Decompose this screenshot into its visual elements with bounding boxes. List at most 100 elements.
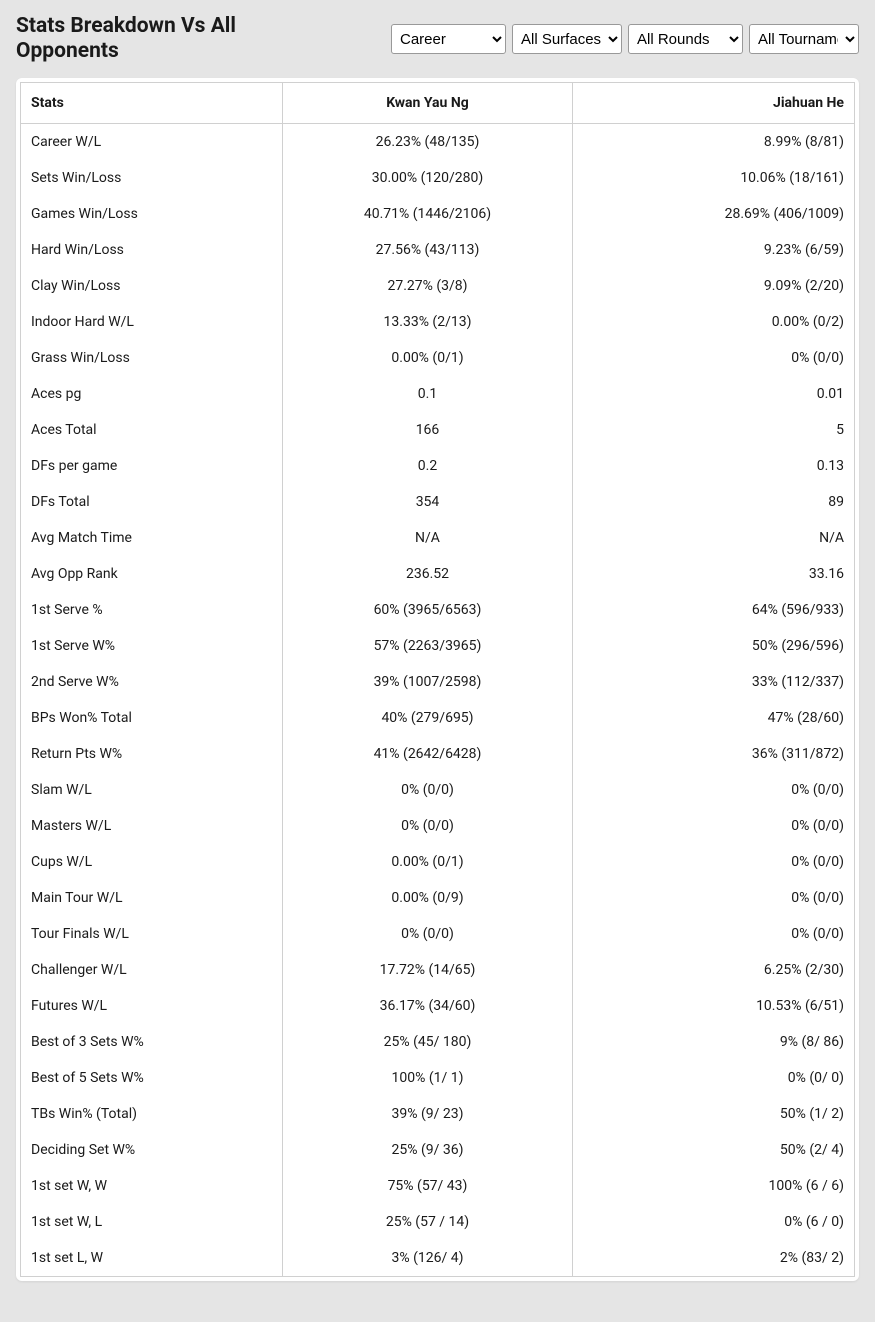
player1-value-cell: 0% (0/0): [283, 772, 573, 808]
player1-value-cell: 3% (126/ 4): [283, 1240, 573, 1277]
stat-name-cell: Futures W/L: [21, 988, 283, 1024]
stat-name-cell: Return Pts W%: [21, 736, 283, 772]
stats-table-container: Stats Kwan Yau Ng Jiahuan He Career W/L2…: [16, 78, 859, 1281]
player2-value-cell: 0% (6 / 0): [573, 1204, 855, 1240]
player1-value-cell: 41% (2642/6428): [283, 736, 573, 772]
player1-value-cell: 25% (9/ 36): [283, 1132, 573, 1168]
player1-value-cell: 13.33% (2/13): [283, 304, 573, 340]
player1-value-cell: 0.00% (0/1): [283, 340, 573, 376]
player2-value-cell: 0% (0/0): [573, 844, 855, 880]
stats-table: Stats Kwan Yau Ng Jiahuan He Career W/L2…: [20, 82, 855, 1277]
table-row: Avg Match TimeN/AN/A: [21, 520, 855, 556]
stat-name-cell: Hard Win/Loss: [21, 232, 283, 268]
player1-value-cell: 100% (1/ 1): [283, 1060, 573, 1096]
filter-tournament-select[interactable]: All Tournaments: [749, 24, 859, 54]
player1-value-cell: 0.2: [283, 448, 573, 484]
stat-name-cell: Games Win/Loss: [21, 196, 283, 232]
filter-surface-select[interactable]: All Surfaces: [512, 24, 622, 54]
stat-name-cell: BPs Won% Total: [21, 700, 283, 736]
stat-name-cell: 1st set L, W: [21, 1240, 283, 1277]
stat-name-cell: Career W/L: [21, 124, 283, 161]
stat-name-cell: Avg Opp Rank: [21, 556, 283, 592]
filter-round-select[interactable]: All Rounds: [628, 24, 743, 54]
table-row: 2nd Serve W%39% (1007/2598)33% (112/337): [21, 664, 855, 700]
player1-value-cell: 39% (9/ 23): [283, 1096, 573, 1132]
table-row: TBs Win% (Total)39% (9/ 23)50% (1/ 2): [21, 1096, 855, 1132]
table-row: 1st set W, W75% (57/ 43)100% (6 / 6): [21, 1168, 855, 1204]
player2-value-cell: 50% (2/ 4): [573, 1132, 855, 1168]
player1-value-cell: 25% (57 / 14): [283, 1204, 573, 1240]
player1-value-cell: N/A: [283, 520, 573, 556]
stat-name-cell: DFs per game: [21, 448, 283, 484]
player2-value-cell: 100% (6 / 6): [573, 1168, 855, 1204]
stat-name-cell: Grass Win/Loss: [21, 340, 283, 376]
column-header-stats: Stats: [21, 83, 283, 124]
table-row: Return Pts W%41% (2642/6428)36% (311/872…: [21, 736, 855, 772]
column-header-player1: Kwan Yau Ng: [283, 83, 573, 124]
stat-name-cell: Cups W/L: [21, 844, 283, 880]
stat-name-cell: Best of 3 Sets W%: [21, 1024, 283, 1060]
stat-name-cell: Sets Win/Loss: [21, 160, 283, 196]
player1-value-cell: 27.56% (43/113): [283, 232, 573, 268]
player1-value-cell: 40% (279/695): [283, 700, 573, 736]
stat-name-cell: Challenger W/L: [21, 952, 283, 988]
stat-name-cell: Clay Win/Loss: [21, 268, 283, 304]
table-row: Indoor Hard W/L13.33% (2/13)0.00% (0/2): [21, 304, 855, 340]
player2-value-cell: 89: [573, 484, 855, 520]
player2-value-cell: 33% (112/337): [573, 664, 855, 700]
player1-value-cell: 0.00% (0/9): [283, 880, 573, 916]
stat-name-cell: DFs Total: [21, 484, 283, 520]
player1-value-cell: 26.23% (48/135): [283, 124, 573, 161]
player2-value-cell: 0.01: [573, 376, 855, 412]
player1-value-cell: 57% (2263/3965): [283, 628, 573, 664]
player2-value-cell: 0% (0/ 0): [573, 1060, 855, 1096]
player2-value-cell: 10.53% (6/51): [573, 988, 855, 1024]
player2-value-cell: 5: [573, 412, 855, 448]
table-header-row: Stats Kwan Yau Ng Jiahuan He: [21, 83, 855, 124]
stat-name-cell: 1st set W, L: [21, 1204, 283, 1240]
stat-name-cell: Main Tour W/L: [21, 880, 283, 916]
player2-value-cell: 9% (8/ 86): [573, 1024, 855, 1060]
page-title: Stats Breakdown Vs All Opponents: [16, 14, 306, 64]
player1-value-cell: 30.00% (120/280): [283, 160, 573, 196]
table-row: Tour Finals W/L0% (0/0)0% (0/0): [21, 916, 855, 952]
stat-name-cell: 1st set W, W: [21, 1168, 283, 1204]
table-row: Career W/L26.23% (48/135)8.99% (8/81): [21, 124, 855, 161]
player2-value-cell: 9.23% (6/59): [573, 232, 855, 268]
player1-value-cell: 75% (57/ 43): [283, 1168, 573, 1204]
player1-value-cell: 36.17% (34/60): [283, 988, 573, 1024]
player1-value-cell: 0% (0/0): [283, 916, 573, 952]
player1-value-cell: 0.1: [283, 376, 573, 412]
filter-career-select[interactable]: Career: [391, 24, 506, 54]
stat-name-cell: Indoor Hard W/L: [21, 304, 283, 340]
table-row: DFs Total35489: [21, 484, 855, 520]
stat-name-cell: Slam W/L: [21, 772, 283, 808]
player1-value-cell: 39% (1007/2598): [283, 664, 573, 700]
stat-name-cell: Deciding Set W%: [21, 1132, 283, 1168]
player1-value-cell: 27.27% (3/8): [283, 268, 573, 304]
player2-value-cell: 0.00% (0/2): [573, 304, 855, 340]
table-row: Games Win/Loss40.71% (1446/2106)28.69% (…: [21, 196, 855, 232]
table-row: Clay Win/Loss27.27% (3/8)9.09% (2/20): [21, 268, 855, 304]
player2-value-cell: 0% (0/0): [573, 772, 855, 808]
stat-name-cell: TBs Win% (Total): [21, 1096, 283, 1132]
column-header-player2: Jiahuan He: [573, 83, 855, 124]
table-row: Futures W/L36.17% (34/60)10.53% (6/51): [21, 988, 855, 1024]
stat-name-cell: 1st Serve %: [21, 592, 283, 628]
table-row: Main Tour W/L0.00% (0/9)0% (0/0): [21, 880, 855, 916]
player2-value-cell: 0% (0/0): [573, 340, 855, 376]
table-row: Slam W/L0% (0/0)0% (0/0): [21, 772, 855, 808]
table-row: Deciding Set W%25% (9/ 36)50% (2/ 4): [21, 1132, 855, 1168]
player2-value-cell: 10.06% (18/161): [573, 160, 855, 196]
stat-name-cell: Tour Finals W/L: [21, 916, 283, 952]
stat-name-cell: Aces pg: [21, 376, 283, 412]
stat-name-cell: 2nd Serve W%: [21, 664, 283, 700]
table-row: Aces pg0.10.01: [21, 376, 855, 412]
player2-value-cell: 33.16: [573, 556, 855, 592]
player2-value-cell: 47% (28/60): [573, 700, 855, 736]
player2-value-cell: 50% (1/ 2): [573, 1096, 855, 1132]
table-row: Best of 5 Sets W%100% (1/ 1)0% (0/ 0): [21, 1060, 855, 1096]
player2-value-cell: 36% (311/872): [573, 736, 855, 772]
table-row: Sets Win/Loss30.00% (120/280)10.06% (18/…: [21, 160, 855, 196]
player2-value-cell: 50% (296/596): [573, 628, 855, 664]
